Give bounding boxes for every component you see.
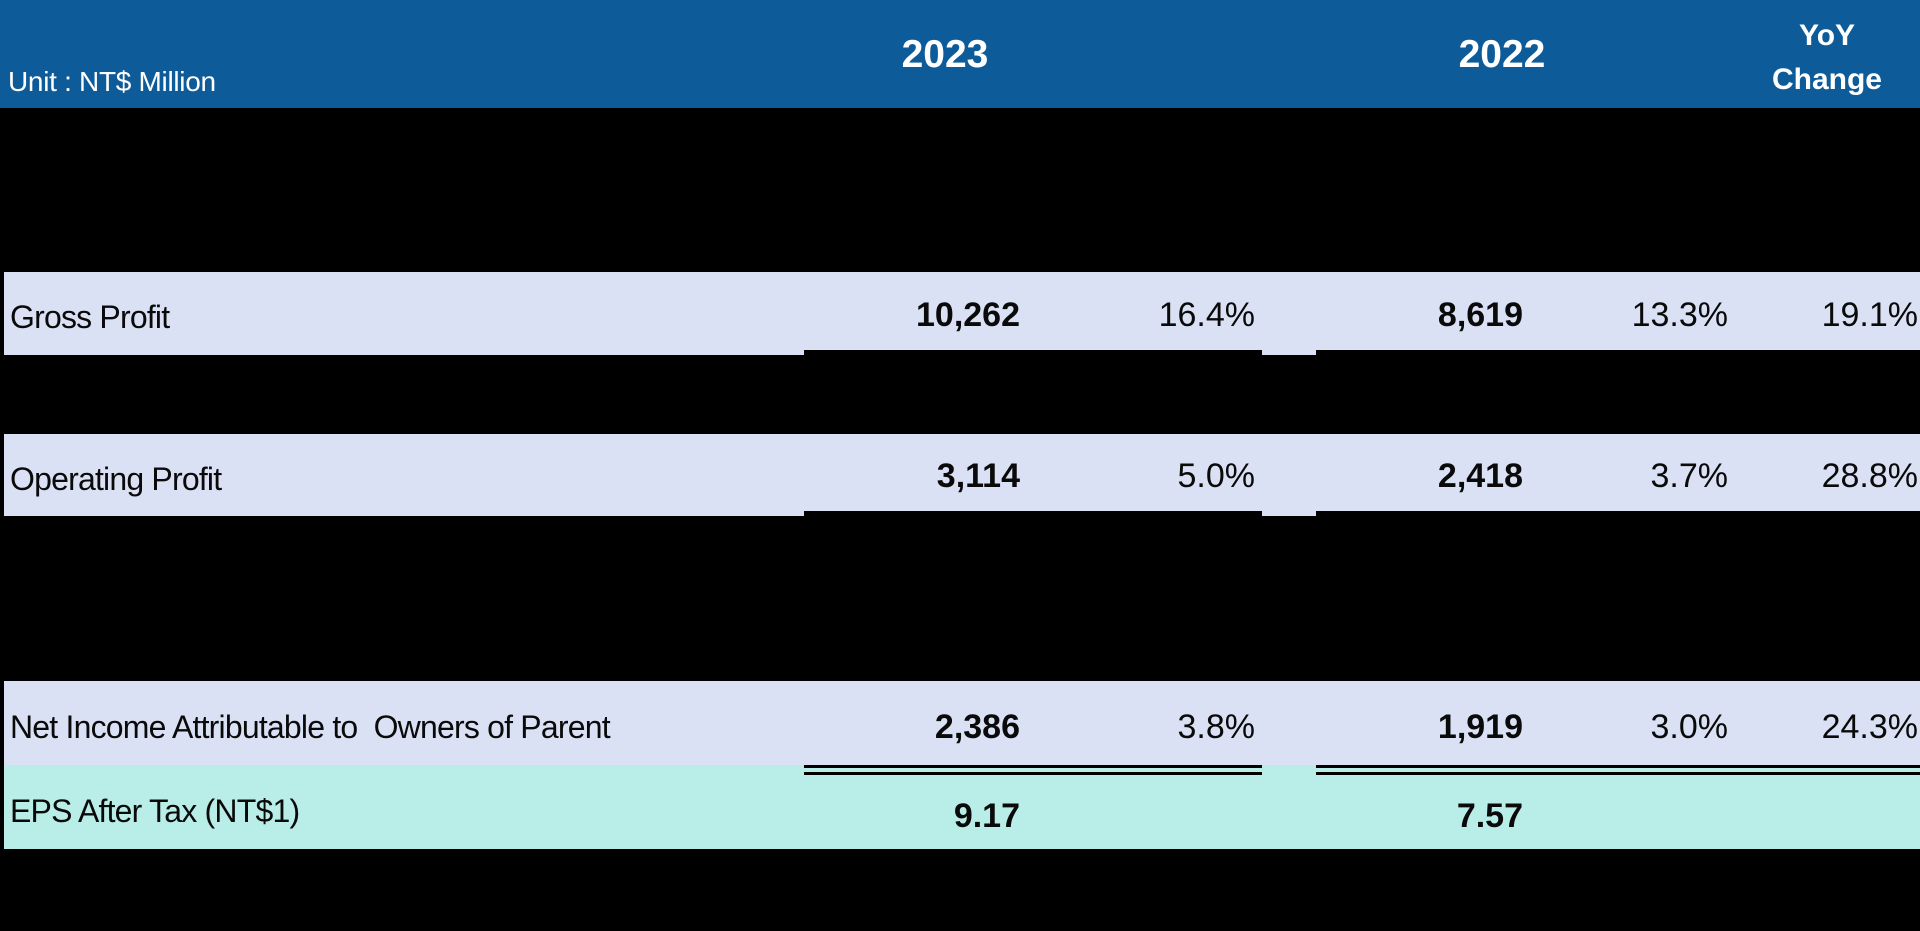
column-gap	[1262, 681, 1316, 765]
column-header-yoy-change: YoY Change	[1734, 6, 1920, 102]
table-row-gross-profit: Gross Profit 10,262 16.4% 8,619 13.3% 19…	[4, 272, 1920, 355]
margin-2022: 13.3%	[1530, 272, 1734, 355]
row-label: Net Income Attributable to Owners of Par…	[10, 708, 611, 745]
yoy-change: 24.3%	[1821, 707, 1918, 746]
value-2022: 8,619	[1316, 272, 1530, 355]
margin-2023: 3.8%	[1177, 707, 1256, 746]
table-body: Gross Profit 10,262 16.4% 8,619 13.3% 19…	[0, 108, 1920, 931]
table-row-operating-profit: Operating Profit 3,114 5.0% 2,418 3.7% 2…	[4, 434, 1920, 516]
margin-2022	[1530, 765, 1734, 849]
header-gap	[1262, 0, 1316, 108]
hidden-rows-block	[4, 108, 1920, 272]
value-2023: 9.17	[804, 765, 1030, 849]
table-row-eps-after-tax: EPS After Tax (NT$1) 9.17 7.57	[4, 765, 1920, 849]
margin-2022: 3.0%	[1650, 707, 1729, 746]
margin-2023: 5.0%	[1030, 434, 1262, 516]
column-gap	[1262, 272, 1316, 355]
bottom-black-band	[4, 849, 1920, 931]
column-gap	[1262, 765, 1316, 849]
margin-2023	[1030, 765, 1262, 849]
value-2022: 2,418	[1316, 434, 1530, 516]
yoy-line2: Change	[1771, 63, 1882, 96]
value-2023: 10,262	[804, 272, 1030, 355]
yoy-change: 19.1%	[1734, 272, 1920, 355]
unit-label: Unit : NT$ Million	[8, 66, 216, 97]
table-header: Unit : NT$ Million 2023 2022 YoY Change	[0, 0, 1920, 108]
row-label: Gross Profit	[10, 299, 170, 335]
hidden-rows-block	[4, 516, 1920, 681]
column-header-2023: 2023	[901, 33, 989, 76]
yoy-change	[1734, 765, 1920, 849]
column-gap	[1262, 434, 1316, 516]
row-label: EPS After Tax (NT$1)	[10, 792, 300, 829]
value-2022: 7.57	[1316, 765, 1530, 849]
row-label: Operating Profit	[10, 460, 222, 497]
yoy-change: 28.8%	[1734, 434, 1920, 516]
column-header-2022: 2022	[1458, 33, 1546, 76]
value-2022: 1,919	[1437, 707, 1523, 746]
value-2023: 3,114	[804, 434, 1030, 516]
margin-2023: 16.4%	[1030, 272, 1262, 355]
table-row-net-income: Net Income Attributable to Owners of Par…	[4, 681, 1920, 765]
hidden-rows-block	[4, 355, 1920, 434]
margin-2022: 3.7%	[1530, 434, 1734, 516]
yoy-line1: YoY	[1798, 19, 1856, 52]
value-2023: 2,386	[934, 707, 1020, 746]
